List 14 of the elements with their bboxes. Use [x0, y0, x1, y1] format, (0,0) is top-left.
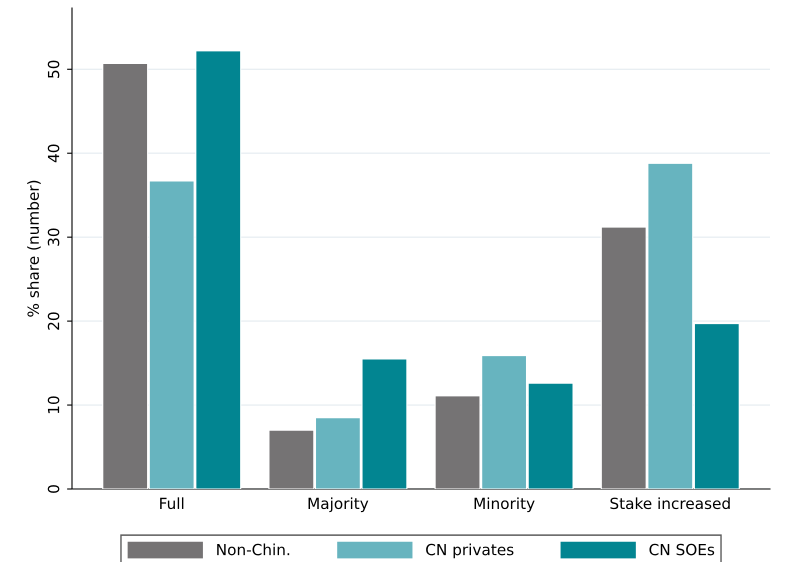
legend-label: CN privates	[426, 544, 514, 558]
x-tick-label: Full	[160, 497, 184, 510]
y-tick-label: 0	[48, 485, 60, 493]
y-tick-label: 40	[48, 144, 60, 162]
y-tick-label: 10	[48, 396, 60, 414]
y-tick-label: 30	[48, 228, 60, 246]
y-tick-label: 20	[48, 312, 60, 330]
x-tick-label: Majority	[308, 497, 368, 512]
legend-label: Non-Chin.	[217, 544, 290, 556]
y-axis-title: % share (number)	[27, 180, 41, 317]
x-tick-label: Minority	[474, 497, 535, 512]
y-tick-label: 50	[48, 60, 60, 78]
legend-label: CN SOEs	[649, 544, 714, 556]
x-tick-label: Stake increased	[610, 497, 730, 510]
